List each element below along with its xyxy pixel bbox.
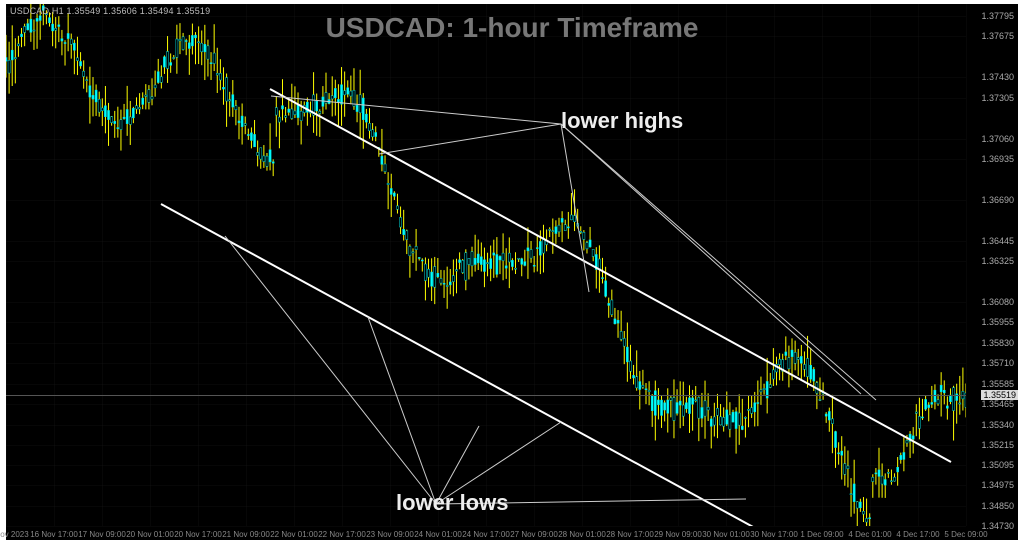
y-tick: 1.37430 <box>981 72 1014 82</box>
x-tick: 17 Nov 09:00 <box>78 530 126 539</box>
x-tick: 4 Dec 01:00 <box>848 530 891 539</box>
y-tick: 1.35830 <box>981 338 1014 348</box>
annotation-lower-highs: lower highs <box>561 108 683 134</box>
x-tick: 30 Nov 17:00 <box>750 530 798 539</box>
y-tick: 1.35215 <box>981 440 1014 450</box>
x-tick: 24 Nov 17:00 <box>462 530 510 539</box>
y-tick: 1.36325 <box>981 256 1014 266</box>
chart-window: USDCAD,H1 1.35549 1.35606 1.35494 1.3551… <box>0 0 1024 544</box>
x-tick: 22 Nov 17:00 <box>318 530 366 539</box>
x-tick: 16 Nov 17:00 <box>30 530 78 539</box>
y-tick: 1.35095 <box>981 460 1014 470</box>
x-tick: 23 Nov 09:00 <box>366 530 414 539</box>
x-tick: 5 Dec 09:00 <box>944 530 987 539</box>
x-axis: 16 Nov 202316 Nov 17:0017 Nov 09:0020 No… <box>6 526 966 540</box>
x-tick: 28 Nov 17:00 <box>606 530 654 539</box>
x-tick: 21 Nov 09:00 <box>222 530 270 539</box>
chart-title: USDCAD: 1-hour Timeframe <box>326 12 699 44</box>
current-price-line <box>6 395 966 396</box>
y-tick: 1.37675 <box>981 31 1014 41</box>
annotation-lower-lows: lower lows <box>396 490 508 516</box>
y-tick: 1.37305 <box>981 93 1014 103</box>
x-tick: 20 Nov 17:00 <box>174 530 222 539</box>
y-tick: 1.36935 <box>981 154 1014 164</box>
y-tick: 1.35955 <box>981 317 1014 327</box>
y-tick: 1.36445 <box>981 236 1014 246</box>
y-tick: 1.37060 <box>981 134 1014 144</box>
plot-region[interactable]: lower highs lower lows <box>6 4 966 526</box>
y-tick: 1.34975 <box>981 480 1014 490</box>
y-tick: 1.35340 <box>981 420 1014 430</box>
y-tick: 1.36080 <box>981 297 1014 307</box>
y-tick-current: 1.35519 <box>981 390 1018 400</box>
y-tick: 1.34850 <box>981 501 1014 511</box>
y-tick: 1.37795 <box>981 11 1014 21</box>
x-tick: 28 Nov 01:00 <box>558 530 606 539</box>
y-axis: 1.37795 1.37675 1.37430 1.37305 1.37060 1.369… <box>966 4 1018 526</box>
y-tick: 1.36690 <box>981 195 1014 205</box>
x-tick: 30 Nov 01:00 <box>702 530 750 539</box>
candlesticks <box>6 4 966 526</box>
x-tick: 1 Dec 09:00 <box>800 530 843 539</box>
symbol-label: USDCAD,H1 1.35549 1.35606 1.35494 1.3551… <box>10 6 210 16</box>
x-tick: 24 Nov 01:00 <box>414 530 462 539</box>
chart-area[interactable]: USDCAD,H1 1.35549 1.35606 1.35494 1.3551… <box>6 4 1018 540</box>
x-tick: 29 Nov 09:00 <box>654 530 702 539</box>
y-tick: 1.35585 <box>981 379 1014 389</box>
y-tick: 1.35465 <box>981 399 1014 409</box>
x-tick: 27 Nov 09:00 <box>510 530 558 539</box>
x-tick: 16 Nov 2023 <box>0 530 29 539</box>
x-tick: 4 Dec 17:00 <box>896 530 939 539</box>
x-tick: 22 Nov 01:00 <box>270 530 318 539</box>
y-tick: 1.35710 <box>981 358 1014 368</box>
x-tick: 20 Nov 01:00 <box>126 530 174 539</box>
